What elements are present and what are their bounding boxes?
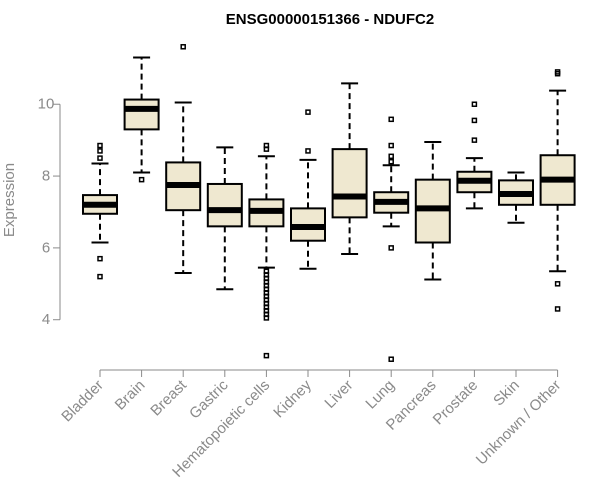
box-6 (331, 82, 368, 255)
outlier-point (388, 158, 394, 165)
y-tick-label: 10 (38, 96, 55, 113)
outlier-point (388, 245, 394, 251)
outlier-point (180, 44, 186, 50)
outlier-point (138, 176, 145, 183)
outlier-point (554, 281, 561, 287)
box-body (123, 98, 160, 131)
outlier-point (97, 142, 103, 149)
box-body (206, 182, 243, 228)
outlier-point (97, 155, 103, 161)
outlier-point (305, 148, 311, 154)
box-10 (498, 171, 534, 224)
outlier-point (471, 101, 478, 107)
x-tick-label: Skin (490, 377, 523, 410)
x-tick-label: Bladder (58, 377, 107, 426)
outlier-point (554, 70, 561, 77)
outlier-point (97, 148, 103, 154)
x-tick-label: Brain (112, 377, 149, 414)
outlier-point (305, 109, 311, 115)
x-tick-label: Breast (147, 376, 190, 419)
box-3 (206, 146, 243, 291)
outlier-point (471, 137, 478, 143)
chart-title: ENSG00000151366 - NDUFC2 (226, 11, 434, 28)
y-axis-label: Expression (1, 163, 18, 237)
box-11 (539, 69, 576, 312)
box-1 (123, 56, 160, 183)
outlier-point (388, 356, 394, 362)
box-7 (373, 116, 410, 362)
box-body (331, 148, 368, 219)
x-tick-label: Lung (362, 377, 398, 413)
box-8 (414, 140, 451, 281)
outlier-point (263, 142, 270, 149)
y-axis: 4 6 8 10 (38, 96, 61, 328)
box-5 (290, 109, 326, 270)
box-4 (248, 142, 285, 359)
y-tick-label: 6 (42, 239, 50, 256)
x-tick-label: Kidney (270, 376, 315, 421)
outlier-point (388, 142, 394, 149)
outlier-point (554, 306, 561, 312)
outlier-point (263, 315, 270, 321)
outlier-point (263, 352, 270, 359)
outlier-point (388, 153, 394, 160)
x-tick-label: Prostate (430, 377, 482, 429)
y-tick-label: 8 (42, 168, 50, 185)
box-9 (456, 101, 493, 210)
outlier-point (388, 116, 394, 123)
box-2 (165, 44, 202, 275)
outlier-point (97, 273, 103, 280)
boxes-layer (82, 44, 576, 362)
outlier-point (97, 255, 103, 262)
y-tick-label: 4 (42, 311, 50, 328)
x-tick-label: Liver (321, 377, 356, 412)
box-0 (82, 142, 118, 280)
outlier-point (471, 117, 478, 124)
